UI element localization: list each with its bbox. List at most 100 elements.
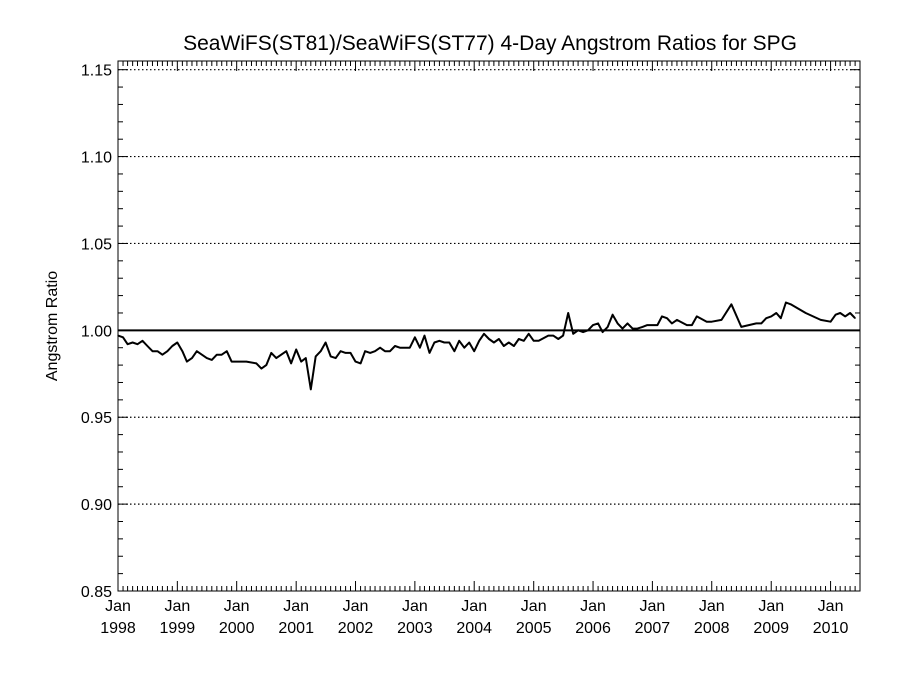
data-point	[552, 335, 554, 337]
x-tick-label-month: Jan	[699, 598, 725, 615]
data-point	[587, 329, 589, 331]
data-point	[854, 317, 856, 319]
data-point	[409, 347, 411, 349]
data-point	[830, 321, 832, 323]
x-tick-labels: Jan 1998 Jan 1999 Jan 2000 Jan 2001 Jan 2002 Jan 20…	[100, 598, 848, 637]
data-point	[132, 341, 134, 344]
data-point	[547, 335, 549, 337]
axis-ticks	[117, 61, 860, 592]
x-tick-label-month: Jan	[818, 598, 844, 615]
data-point	[156, 350, 159, 352]
x-tick-label-year: 2008	[694, 620, 730, 637]
y-tick-label: 1.10	[81, 150, 112, 167]
data-point	[226, 350, 228, 352]
data-point	[127, 343, 129, 345]
data-point	[765, 317, 767, 319]
data-point	[448, 341, 450, 344]
y-axis-label: Angstrom Ratio	[44, 271, 61, 381]
x-tick-label-year: 2001	[278, 620, 314, 637]
data-point	[354, 361, 357, 363]
data-point	[295, 348, 297, 351]
data-point	[325, 341, 327, 344]
data-point	[820, 319, 822, 321]
data-point	[384, 350, 386, 352]
data-point	[453, 350, 455, 352]
data-point	[533, 340, 535, 342]
x-tick-label-month: Jan	[521, 598, 547, 615]
y-tick-labels: 0.85 0.90 0.95 1.00 1.05 1.10 1.15	[81, 63, 112, 601]
data-point	[666, 317, 668, 319]
x-tick-label-month: Jan	[639, 598, 665, 615]
data-point	[523, 340, 525, 342]
data-point	[577, 329, 579, 331]
data-point	[528, 333, 530, 335]
data-point	[428, 352, 431, 354]
x-tick-label-year: 2005	[516, 620, 552, 637]
data-point	[315, 355, 317, 357]
plot-frame	[117, 60, 861, 592]
data-point	[186, 361, 188, 363]
gridlines	[118, 69, 860, 505]
data-point	[438, 340, 440, 342]
data-point	[770, 315, 772, 317]
data-point	[458, 340, 460, 342]
data-point	[513, 345, 515, 347]
data-point	[364, 350, 366, 352]
series-points	[117, 301, 856, 390]
x-tick-label-year: 1999	[160, 620, 196, 637]
data-point	[161, 354, 163, 356]
data-point	[320, 350, 322, 352]
y-tick-label: 0.95	[81, 410, 112, 427]
data-point	[211, 359, 213, 361]
data-point	[141, 340, 144, 342]
data-point	[503, 345, 505, 347]
chart-title: SeaWiFS(ST81)/SeaWiFS(ST77) 4-Day Angstr…	[183, 32, 797, 55]
series-line	[117, 301, 856, 391]
data-point	[330, 355, 332, 357]
data-point	[562, 335, 564, 337]
data-point	[166, 350, 168, 352]
data-point	[176, 341, 178, 344]
data-point	[805, 312, 807, 314]
y-tick-label: 1.15	[81, 63, 112, 80]
data-point	[236, 361, 238, 363]
data-point	[231, 361, 233, 363]
data-point	[181, 350, 183, 352]
data-point	[473, 350, 475, 352]
data-point	[711, 321, 713, 323]
data-point	[696, 315, 698, 317]
x-tick-label-year: 2010	[813, 620, 849, 637]
data-point	[360, 362, 362, 364]
data-point	[171, 345, 173, 347]
x-tick-label-month: Jan	[224, 598, 250, 615]
data-point	[621, 328, 624, 330]
y-tick-label: 0.85	[81, 584, 112, 601]
data-point	[122, 336, 124, 338]
data-point	[270, 352, 272, 354]
data-point	[260, 368, 262, 370]
y-tick-label: 0.90	[81, 497, 112, 514]
data-point	[607, 326, 609, 328]
data-point	[151, 350, 154, 352]
x-tick-label-year: 2000	[219, 620, 255, 637]
data-point	[612, 314, 614, 316]
data-point	[463, 347, 465, 349]
data-point	[835, 314, 837, 316]
data-point	[443, 341, 445, 344]
data-point	[389, 350, 391, 352]
data-point	[740, 326, 742, 328]
data-point	[661, 315, 663, 317]
data-point	[646, 324, 648, 326]
data-point	[419, 347, 421, 349]
data-point	[785, 301, 787, 304]
data-point	[849, 312, 851, 314]
data-point	[433, 341, 435, 344]
data-point	[706, 321, 708, 323]
data-point	[265, 364, 267, 366]
x-tick-label-month: Jan	[758, 598, 784, 615]
x-tick-label-year: 2003	[397, 620, 433, 637]
data-point	[597, 322, 599, 324]
y-tick-label: 1.00	[81, 323, 112, 340]
data-point	[136, 343, 139, 345]
data-point	[488, 338, 490, 340]
